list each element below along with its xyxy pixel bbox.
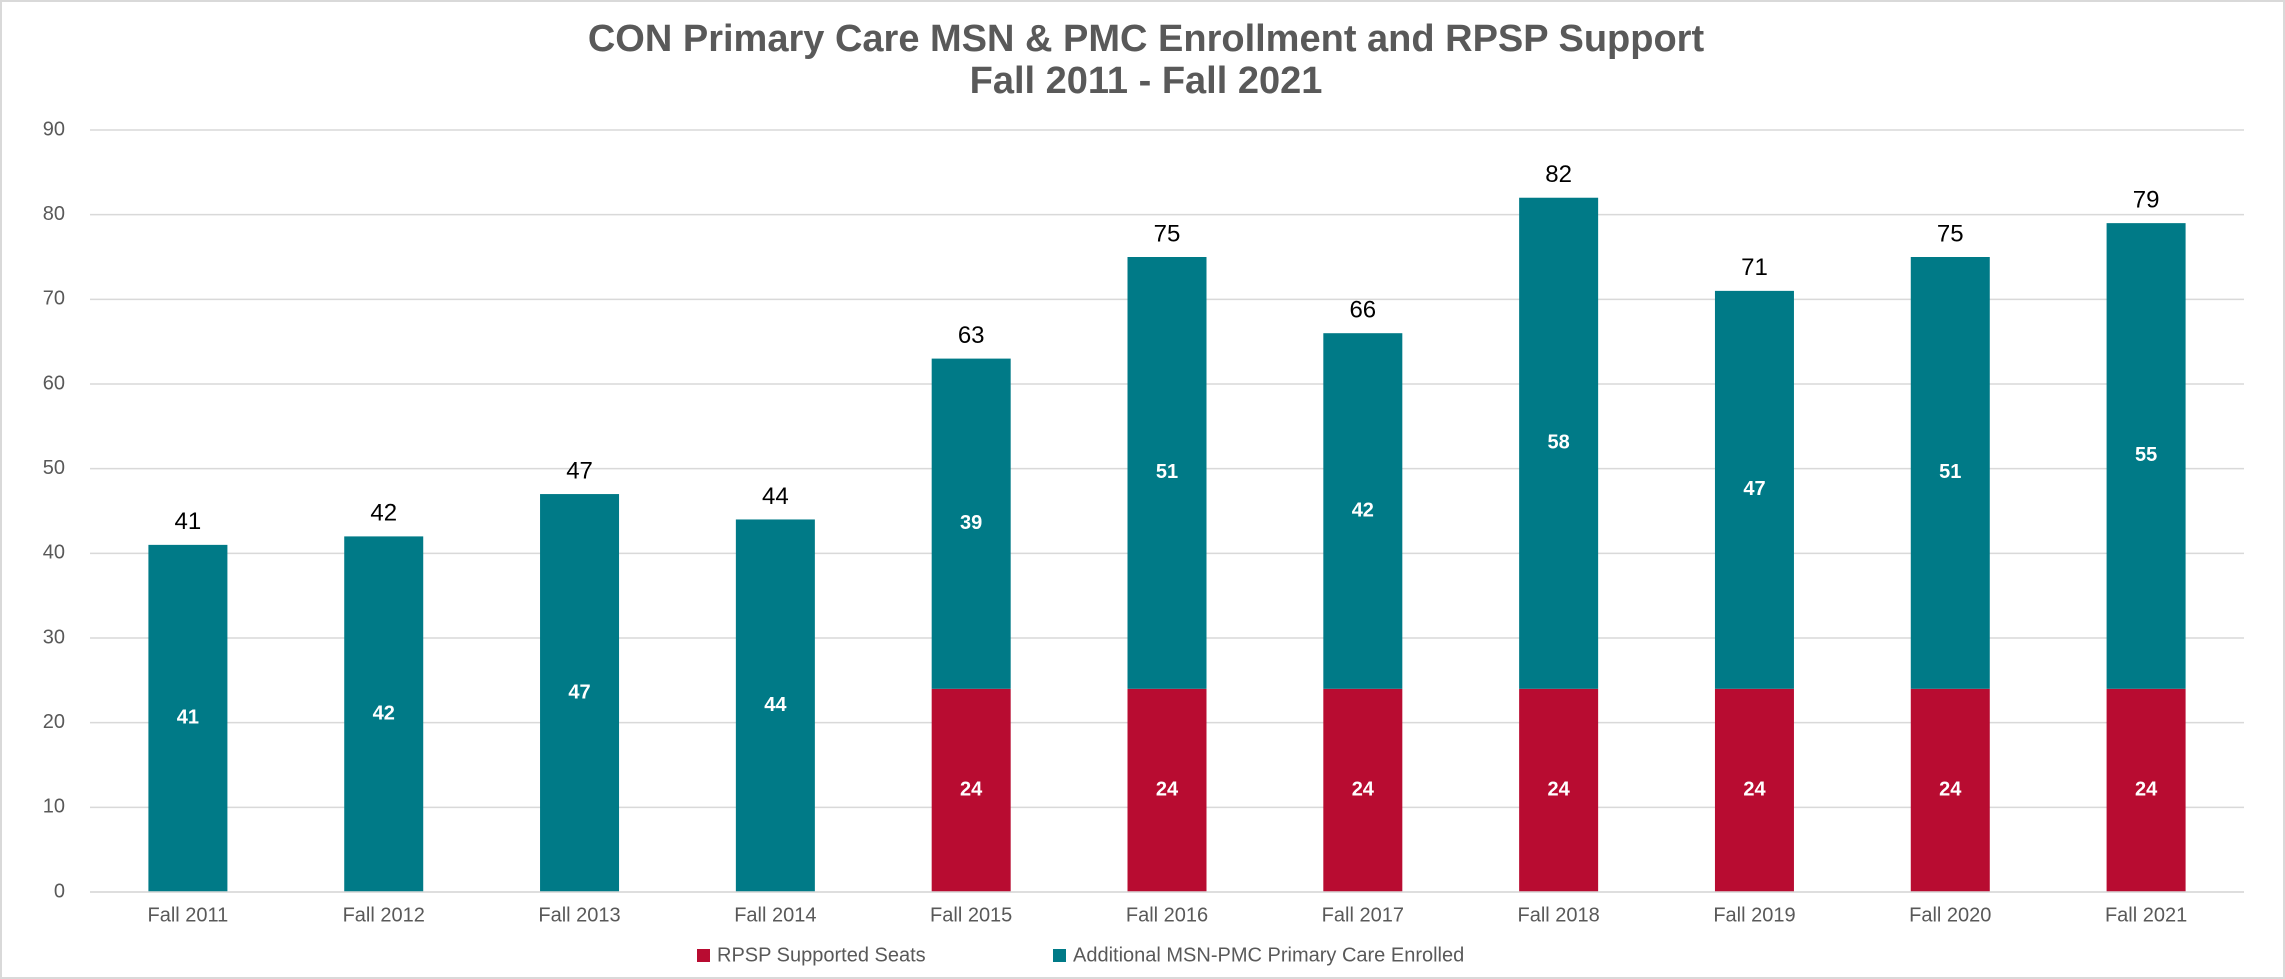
bar-segment [2106, 688, 2186, 892]
bar-segment [1519, 197, 1599, 689]
bar-segment [1323, 688, 1403, 892]
total-label: 79 [2133, 186, 2160, 213]
y-tick-label: 70 [43, 288, 65, 310]
data-label: 42 [373, 702, 395, 724]
x-tick-label: Fall 2014 [734, 904, 816, 926]
data-label: 51 [1156, 461, 1178, 483]
y-tick-label: 30 [43, 626, 65, 648]
total-label: 66 [1349, 297, 1376, 324]
data-label: 24 [1156, 779, 1179, 801]
y-tick-label: 40 [43, 542, 65, 564]
bar-segment [1714, 290, 1794, 689]
y-tick-label: 0 [54, 880, 65, 902]
legend-swatch [1053, 949, 1066, 962]
y-tick-label: 90 [43, 118, 65, 140]
y-tick-label: 60 [43, 372, 65, 394]
total-label: 71 [1741, 254, 1768, 281]
data-label: 51 [1939, 461, 1961, 483]
data-label: 24 [1939, 779, 1962, 801]
bar-segment [1910, 688, 1990, 892]
bar-segment [1127, 688, 1207, 892]
x-tick-label: Fall 2011 [148, 904, 229, 926]
y-tick-label: 10 [43, 796, 65, 818]
bar-segment [1910, 257, 1990, 689]
total-label: 47 [566, 457, 593, 484]
data-label: 55 [2135, 444, 2157, 466]
total-label: 42 [370, 500, 397, 527]
total-label: 75 [1154, 220, 1181, 247]
bar-segment [1714, 688, 1794, 892]
x-tick-label: Fall 2013 [538, 904, 620, 926]
bar-segment [931, 688, 1011, 892]
data-label: 39 [960, 512, 982, 534]
bar-segment [1127, 257, 1207, 689]
bar-segment [344, 536, 424, 892]
x-tick-label: Fall 2018 [1517, 904, 1599, 926]
y-tick-label: 80 [43, 203, 65, 225]
total-label: 44 [762, 483, 789, 510]
total-label: 82 [1545, 161, 1572, 188]
bar-segment [1323, 333, 1403, 689]
chart-title: CON Primary Care MSN & PMC Enrollment an… [588, 18, 1705, 60]
x-tick-label: Fall 2015 [930, 904, 1012, 926]
data-label: 24 [1743, 779, 1766, 801]
legend-swatch [697, 949, 710, 962]
x-tick-label: Fall 2016 [1126, 904, 1208, 926]
bar-segment [1519, 688, 1599, 892]
data-label: 47 [568, 681, 590, 703]
x-tick-label: Fall 2021 [2105, 904, 2187, 926]
data-label: 47 [1743, 478, 1765, 500]
x-tick-label: Fall 2019 [1713, 904, 1795, 926]
data-label: 44 [764, 694, 787, 716]
x-tick-label: Fall 2020 [1909, 904, 1991, 926]
data-label: 24 [1548, 779, 1571, 801]
data-label: 42 [1352, 499, 1374, 521]
total-label: 63 [958, 322, 985, 349]
data-label: 41 [177, 707, 199, 729]
legend-label: RPSP Supported Seats [717, 944, 926, 966]
total-label: 75 [1937, 220, 1964, 247]
data-label: 24 [1352, 779, 1375, 801]
x-tick-label: Fall 2017 [1322, 904, 1404, 926]
data-label: 24 [2135, 779, 2158, 801]
bar-segment [2106, 223, 2186, 689]
y-tick-label: 50 [43, 457, 65, 479]
bar-segment [735, 519, 815, 892]
bar-segment [931, 358, 1011, 689]
data-label: 24 [960, 779, 983, 801]
y-tick-label: 20 [43, 711, 65, 733]
legend-label: Additional MSN-PMC Primary Care Enrolled [1073, 944, 1464, 966]
chart-subtitle: Fall 2011 - Fall 2021 [970, 60, 1323, 102]
bar-segment [540, 494, 620, 892]
bar-segment [148, 544, 228, 892]
data-label: 58 [1548, 432, 1570, 454]
total-label: 41 [175, 508, 202, 535]
x-tick-label: Fall 2012 [343, 904, 425, 926]
